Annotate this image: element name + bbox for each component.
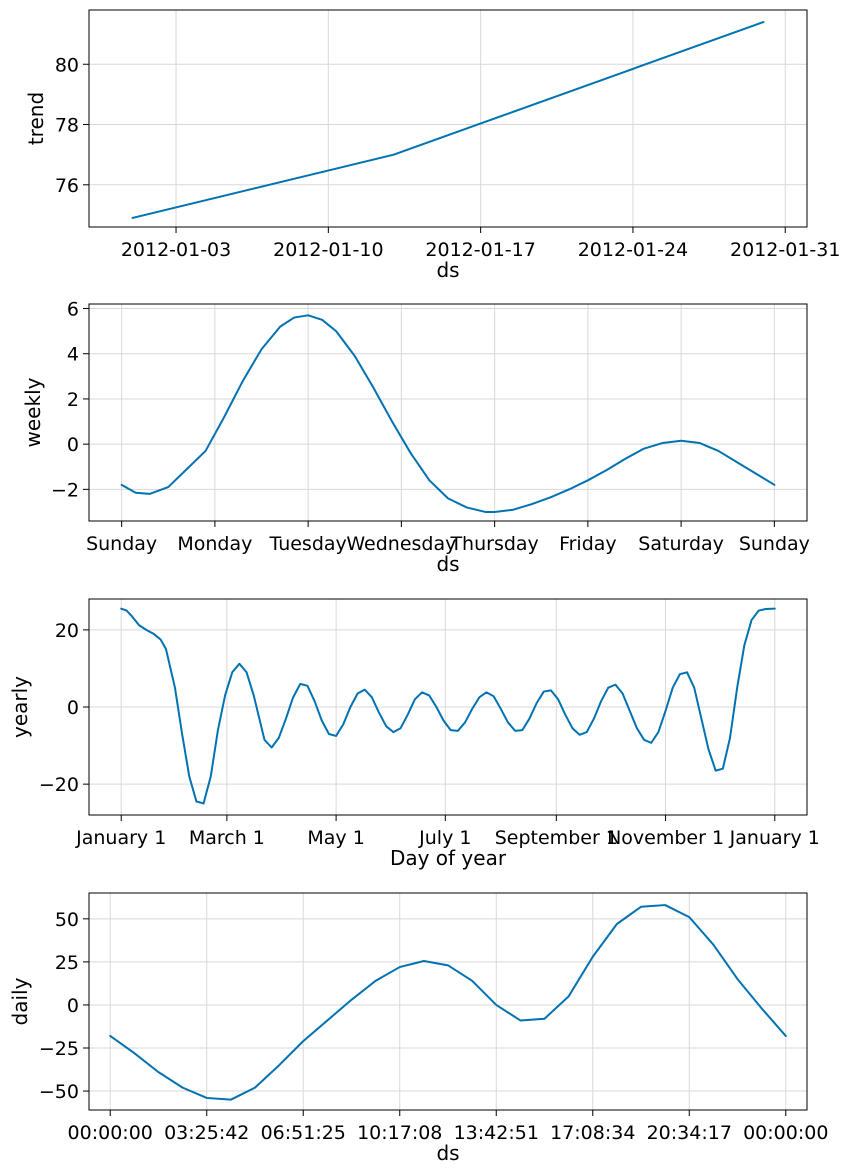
weekly-x-tick-label: Thursday [449, 533, 538, 555]
daily-panel: 00:00:00 03:25:42 06:51:25 10:17:08 13:42:51… [8, 892, 828, 1165]
yearly-series-line [120, 607, 776, 805]
yearly-x-tick-label: September 1 [495, 827, 618, 849]
yearly-y-tick-label: 20 [55, 620, 79, 642]
trend-panel: 2012-01-03 2012-01-10 2012-01-17 2012-01-24… [24, 9, 840, 282]
weekly-y-tick-label: 0 [67, 434, 79, 456]
weekly-x-tick-label: Sunday [739, 533, 810, 555]
trend-x-tick-label: 2012-01-10 [273, 239, 383, 261]
trend-x-tick-label: 2012-01-31 [730, 239, 840, 261]
trend-y-axis-label: trend [24, 92, 48, 145]
yearly-plot-frame [88, 598, 808, 816]
trend-y-tick-label: 78 [55, 115, 79, 137]
daily-x-tick-label: 13:42:51 [454, 1122, 539, 1144]
trend-x-tick-label: 2012-01-03 [121, 239, 231, 261]
weekly-y-tick-label: 4 [67, 344, 79, 366]
weekly-x-tick-label: Monday [177, 533, 252, 555]
trend-x-axis-label: ds [436, 258, 459, 282]
weekly-y-tick-label: 6 [67, 299, 79, 321]
yearly-x-tick-label: January 1 [729, 827, 820, 849]
daily-y-tick-label: −50 [39, 1081, 79, 1103]
trend-y-tick-label: 76 [55, 175, 79, 197]
yearly-panel: January 1 March 1 May 1 July 1 September 1No… [8, 598, 820, 870]
daily-series-line [109, 904, 787, 1101]
yearly-y-axis-label: yearly [8, 676, 32, 738]
weekly-plot-frame [88, 303, 808, 522]
yearly-x-tick-label: November 1 [607, 827, 724, 849]
weekly-x-tick-label: Friday [559, 533, 617, 555]
weekly-x-tick-label: Saturday [638, 533, 724, 555]
yearly-x-tick-label: March 1 [189, 827, 265, 849]
daily-x-tick-label: 00:00:00 [68, 1122, 153, 1144]
trend-series-line [131, 21, 765, 219]
weekly-y-tick-label: 2 [67, 389, 79, 411]
yearly-x-tick-label: January 1 [75, 827, 166, 849]
daily-x-tick-label: 10:17:08 [357, 1122, 442, 1144]
weekly-x-tick-label: Sunday [86, 533, 157, 555]
trend-plot-frame [88, 9, 808, 228]
daily-x-tick-label: 06:51:25 [261, 1122, 346, 1144]
trend-y-tick-label: 80 [55, 54, 79, 76]
daily-y-tick-label: 25 [55, 952, 79, 974]
weekly-x-tick-label: Wednesday [346, 533, 456, 555]
weekly-x-axis-label: ds [436, 552, 459, 576]
yearly-y-tick-label: 0 [67, 697, 79, 719]
daily-x-tick-label: 17:08:34 [550, 1122, 635, 1144]
weekly-y-tick-label: −2 [51, 479, 79, 501]
weekly-x-tick-label: Tuesday [268, 533, 346, 555]
trend-x-tick-label: 2012-01-24 [578, 239, 688, 261]
daily-x-tick-label: 00:00:00 [743, 1122, 828, 1144]
daily-plot-frame [88, 892, 808, 1111]
yearly-x-axis-label: Day of year [390, 846, 507, 870]
daily-y-tick-label: 50 [55, 909, 79, 931]
yearly-x-tick-label: May 1 [307, 827, 364, 849]
daily-x-tick-label: 03:25:42 [164, 1122, 249, 1144]
daily-x-tick-label: 20:34:17 [647, 1122, 732, 1144]
yearly-y-tick-label: −20 [39, 774, 79, 796]
daily-y-axis-label: daily [8, 977, 32, 1025]
trend-x-tick-label: 2012-01-17 [425, 239, 535, 261]
daily-y-tick-label: 0 [67, 995, 79, 1017]
daily-y-tick-label: −25 [39, 1038, 79, 1060]
yearly-x-tick-label: July 1 [418, 827, 471, 849]
weekly-series-line [120, 314, 776, 513]
weekly-y-axis-label: weekly [21, 377, 45, 447]
daily-x-axis-label: ds [436, 1141, 459, 1165]
